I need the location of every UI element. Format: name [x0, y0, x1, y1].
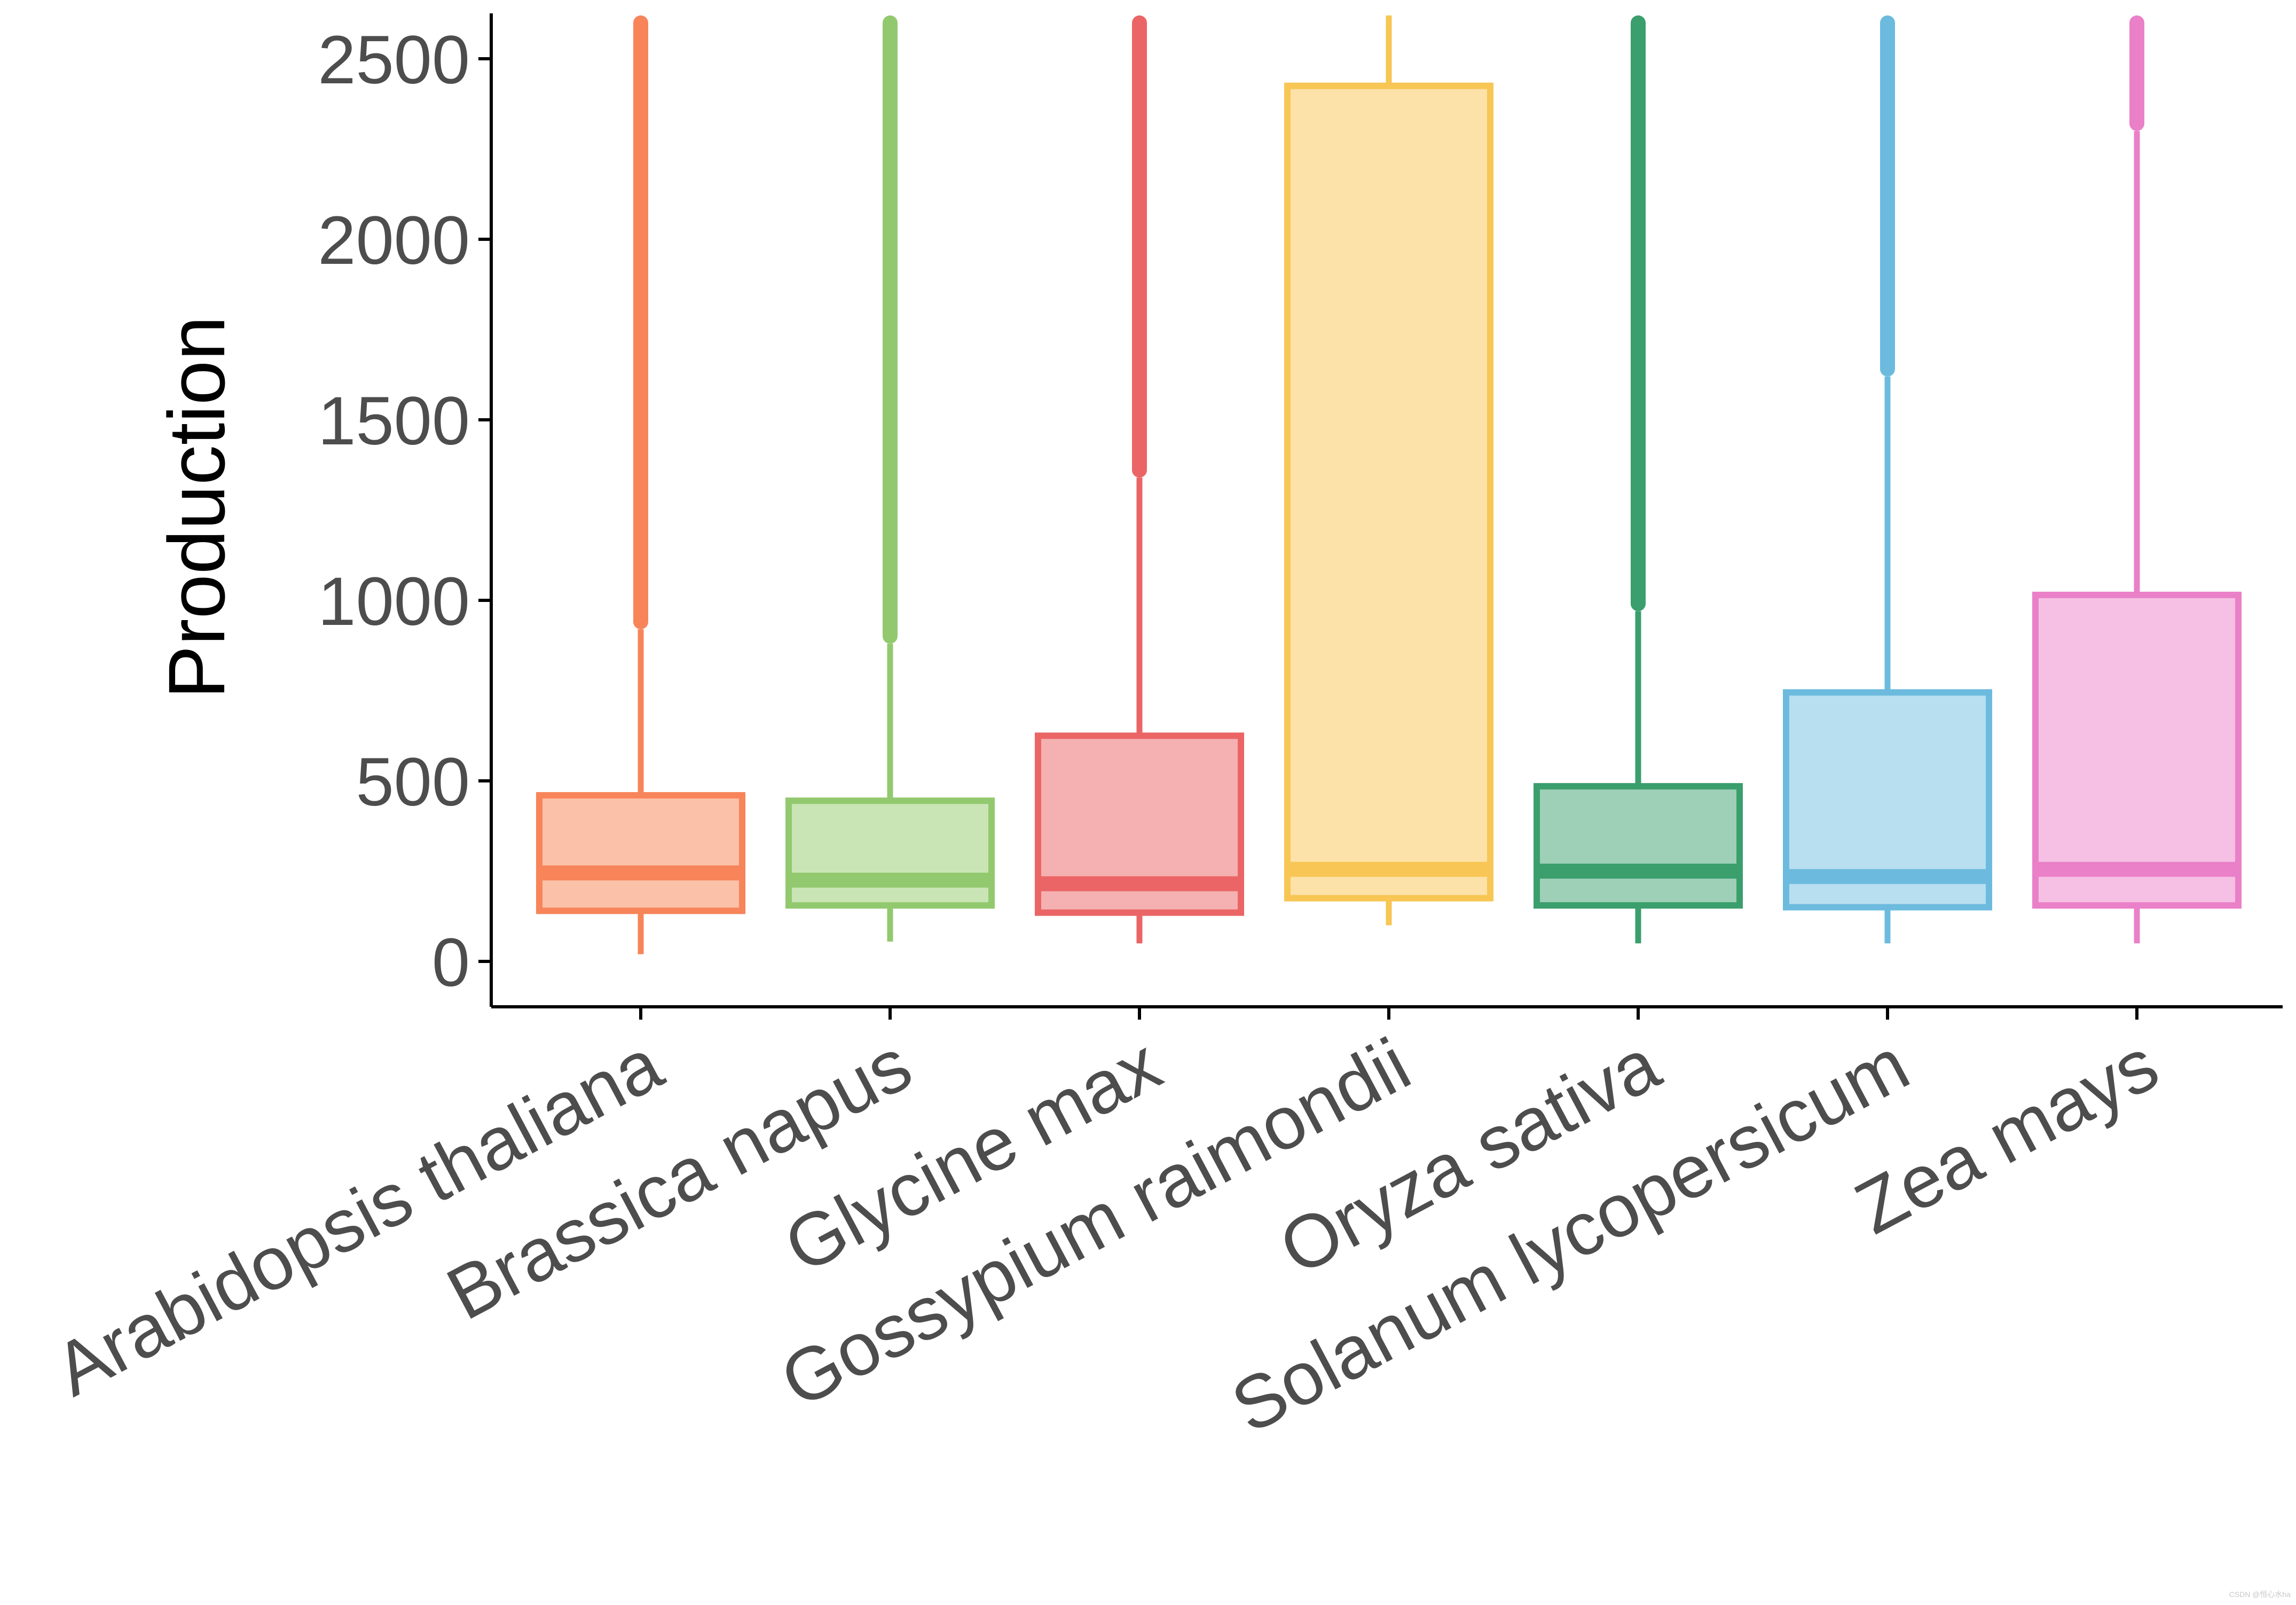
- outlier-points: [1880, 15, 1895, 377]
- box-group: [1284, 15, 1493, 926]
- box-group: [2032, 15, 2242, 944]
- axes: [490, 13, 2283, 1008]
- watermark: CSDN @恒心水ha: [2229, 1590, 2291, 1599]
- y-tick-label: 1000: [318, 563, 470, 640]
- y-tick-label: 1500: [318, 383, 470, 459]
- box-body: [1284, 82, 1493, 902]
- box-body: [536, 792, 745, 914]
- outlier-points: [1631, 15, 1646, 612]
- box-body: [2032, 591, 2242, 909]
- box-group: [536, 15, 745, 954]
- box-group: [1035, 15, 1244, 944]
- box-group: [1783, 15, 1992, 944]
- outlier-points: [2129, 15, 2144, 131]
- box-body: [785, 797, 995, 909]
- y-tick-label: 2500: [318, 22, 470, 98]
- y-axis-title: Production: [152, 316, 241, 699]
- y-tick-label: 0: [432, 925, 470, 1001]
- outlier-points: [633, 15, 648, 630]
- y-axis-ticks: 0 500 1000 1500 2000 2500: [318, 22, 491, 1001]
- y-tick-label: 500: [356, 744, 470, 820]
- box-body: [1534, 783, 1743, 909]
- box-group: [1534, 15, 1743, 944]
- outlier-points: [883, 15, 898, 644]
- outlier-points: [1132, 15, 1147, 478]
- y-tick-label: 2000: [318, 202, 470, 279]
- boxes: [536, 15, 2242, 954]
- box-group: [785, 15, 995, 942]
